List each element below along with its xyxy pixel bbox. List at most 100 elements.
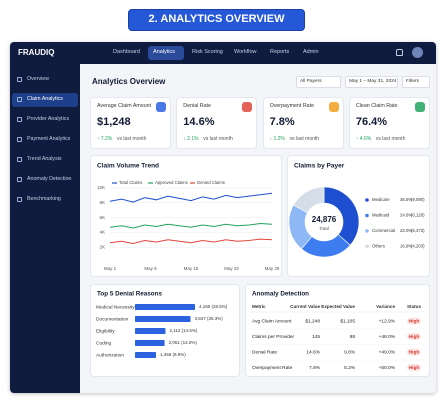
x-tick-label: May 15 [184,266,199,271]
nav-item[interactable]: Dashboard [113,49,140,55]
donut-total: 24,876 [312,215,337,224]
sidebar-active-bg [12,93,78,107]
sidebar-item[interactable]: Trend Analysis [27,156,62,162]
nav-item[interactable]: Risk Scoring [192,49,223,55]
sidebar-item[interactable]: Payment Analytics [27,136,71,142]
status-pill [407,348,421,356]
legend-swatch [365,213,369,218]
legend-label: Total Claims [119,180,142,185]
legend-swatch [365,229,369,233]
filter-box[interactable] [345,76,398,88]
kpi-note: vs last month [203,136,233,142]
filter-text: May 1 – May 31, 2024 [349,78,397,84]
kpi-value: 14.6% [183,116,215,128]
filter-box[interactable] [402,76,430,88]
table-cell: +48.0% [379,334,396,340]
table-header: Metric [252,304,266,309]
table-cell: High [409,334,420,340]
legend-label: Others [372,244,385,249]
top-bar [10,42,436,64]
filter-text: Filters [406,78,420,84]
table-header: Current Value [290,304,320,309]
legend-swatch [365,244,369,249]
kpi-note: vs last month [117,136,147,142]
bar-value: 3,847 (26.3%) [194,316,223,321]
legend-label: Denied Claims [197,180,225,185]
status-pill [407,317,421,325]
nav-item[interactable]: Workflow [234,49,257,55]
x-tick-label: May 1 [104,266,117,271]
donut-total-label: Total [319,226,329,231]
line-series [109,222,273,229]
table-cell: Avg Claim Amount [252,318,292,324]
bar [135,316,191,322]
table-cell: Claims per Provider [252,334,295,340]
sidebar-icon [17,157,22,162]
legend-label: Commercial [372,228,395,233]
kpi-note: vs last month [289,136,320,142]
sidebar-item[interactable]: Overview [27,76,50,82]
table-cell: High [409,365,420,371]
chart-title: Claims by Payer [294,163,345,170]
y-tick-label: 10K [97,185,105,190]
bar [135,352,156,358]
nav-item[interactable]: Reports [270,49,290,55]
status-pill [407,364,421,371]
bar-value: 2,051 (14.0%) [169,340,198,345]
bar-label: Eligibility [96,328,115,334]
table-cell: Overpayment Rate [252,365,293,371]
slice-percent: 16.9% [400,244,412,249]
y-tick-label: 4K [99,230,105,235]
table-cell: $1,105 [340,318,355,324]
filter-text: All Payers [300,78,322,84]
table-cell: 9.8% [344,349,356,355]
table-cell: +50.0% [379,365,396,371]
slice-count: (6,120) [411,213,425,218]
y-tick-label: 6K [99,215,105,220]
kpi-change: ↑ 4.6% [355,136,372,142]
kpi-label: Overpayment Rate [269,103,315,109]
bar-value: 1,456 (9.9%) [160,352,186,357]
kpi-value: 76.4% [355,116,388,128]
nav-item[interactable]: Admin [303,49,319,55]
table-cell: Denial Rate [252,349,277,355]
sidebar-icon [17,77,22,82]
kpi-label: Denial Rate [183,103,211,109]
slice-percent: 36.5% [400,197,412,202]
avatar[interactable] [412,47,423,58]
bar-label: Documentation [96,316,129,322]
filter-box[interactable] [296,76,341,88]
table-cell: 7.8% [309,365,321,371]
bar-label: Coding [96,340,112,346]
sidebar-item[interactable]: Benchmarking [27,196,61,202]
legend-label: Medicare [372,197,390,202]
sidebar-icon [17,117,22,122]
sidebar-icon [17,97,22,102]
kpi-icon [156,102,166,112]
x-tick-label: May 8 [144,266,157,271]
bar-label: Medical Necessity [96,304,135,310]
table-cell: 14.6% [306,349,320,355]
x-tick-label: May 22 [224,266,239,271]
legend-swatch [365,198,369,202]
banner-text: 2. ANALYTICS OVERVIEW [148,13,285,25]
page-title: Analytics Overview [92,77,166,86]
sidebar-item[interactable]: Provider Analytics [27,116,70,122]
table-cell: 145 [312,334,320,340]
status-pill [407,333,421,340]
sidebar-icon [17,177,22,182]
table-cell: $1,248 [305,318,320,324]
table-cell: High [409,349,420,355]
kpi-value: $1,248 [97,116,131,128]
chart-title: Claim Volume Trend [97,163,159,170]
bar-label: Authorization [96,352,124,358]
kpi-icon [328,102,339,112]
bar-value: 2,112 (14.5%) [169,328,197,333]
table-cell: +49.0% [379,349,396,355]
chart-title: Top 5 Denial Reasons [97,291,162,298]
nav-item[interactable]: Analytics [153,49,176,55]
sidebar-item[interactable]: Anomaly Detection [27,176,72,182]
sidebar-item[interactable]: Claim Analytics [27,96,63,102]
table-cell: +12.9% [379,318,396,324]
